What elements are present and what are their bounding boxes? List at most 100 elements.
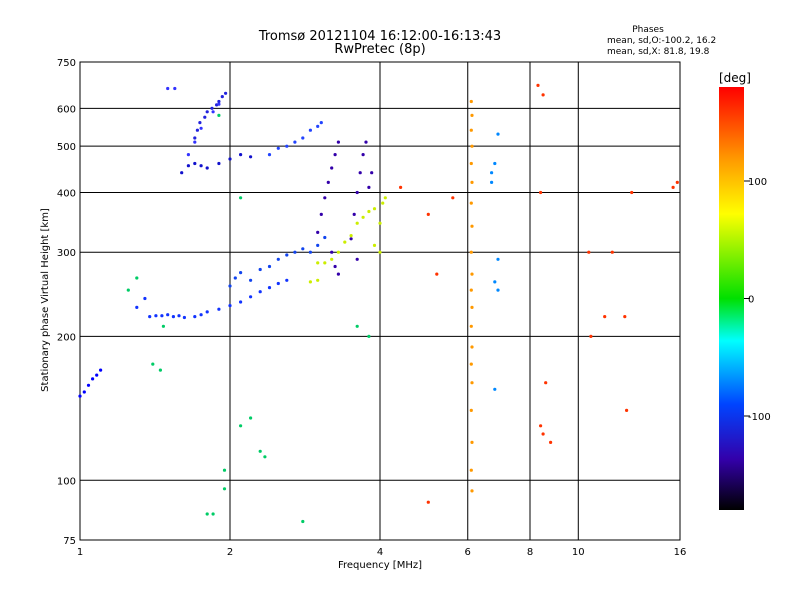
- data-point: [233, 276, 237, 280]
- data-point: [493, 387, 497, 391]
- data-point: [199, 126, 203, 130]
- data-point: [469, 362, 473, 366]
- data-point: [180, 171, 184, 175]
- data-point: [276, 281, 280, 286]
- data-point: [173, 86, 177, 91]
- data-point: [496, 132, 500, 136]
- data-point: [258, 449, 262, 453]
- data-point: [355, 257, 359, 261]
- data-point: [316, 278, 320, 282]
- data-point: [343, 240, 347, 244]
- data-point: [589, 334, 593, 338]
- data-point: [166, 313, 170, 317]
- data-point: [182, 315, 186, 320]
- data-point: [228, 157, 232, 161]
- data-point: [675, 180, 679, 184]
- data-point: [249, 155, 253, 159]
- data-point: [490, 171, 494, 175]
- data-point: [316, 243, 320, 247]
- data-point: [258, 290, 262, 294]
- data-point: [316, 124, 320, 128]
- data-point: [323, 235, 327, 240]
- data-point: [470, 144, 474, 148]
- data-point: [276, 146, 280, 150]
- data-point: [160, 314, 164, 318]
- data-point: [469, 288, 473, 292]
- data-point: [355, 221, 359, 225]
- data-point: [469, 408, 473, 412]
- data-point: [469, 324, 473, 328]
- data-point: [151, 362, 155, 366]
- data-point: [372, 207, 377, 211]
- data-point: [336, 140, 340, 144]
- data-point: [267, 153, 272, 157]
- data-point: [383, 196, 387, 200]
- scatter-points: [78, 83, 679, 524]
- data-point: [370, 171, 374, 175]
- data-point: [203, 115, 207, 119]
- data-point: [470, 489, 474, 493]
- data-point: [610, 250, 614, 254]
- data-point: [630, 190, 634, 195]
- data-point: [95, 373, 99, 377]
- data-point: [91, 377, 95, 381]
- stats-line-x: mean, sd,X: 81.8, 19.8: [607, 47, 710, 57]
- data-point: [469, 201, 473, 205]
- data-point: [469, 161, 473, 166]
- data-point: [186, 164, 190, 168]
- data-point: [217, 161, 221, 166]
- data-point: [319, 121, 323, 125]
- stats-line-o: mean, sd,O:-100.2, 16.2: [607, 36, 716, 46]
- y-tick-label: 400: [57, 188, 76, 199]
- y-tick-label: 300: [57, 248, 76, 259]
- data-point: [205, 110, 209, 114]
- data-point: [193, 315, 197, 319]
- data-point: [258, 267, 262, 272]
- data-point: [205, 512, 209, 516]
- data-point: [217, 113, 221, 117]
- data-point: [308, 250, 312, 254]
- x-tick-label: 8: [527, 547, 533, 558]
- data-point: [539, 190, 543, 195]
- data-point: [158, 368, 162, 372]
- grid: [80, 62, 680, 540]
- data-point: [469, 99, 473, 104]
- data-point: [470, 381, 474, 385]
- data-point: [493, 161, 497, 166]
- chart-subtitle: RwPretec (8p): [334, 42, 425, 57]
- data-point: [355, 190, 359, 195]
- y-axis: 75 100 200 300 400 500 600 750: [57, 58, 76, 547]
- data-point: [470, 113, 474, 117]
- data-point: [224, 91, 228, 95]
- colorbar-label: [deg]: [719, 71, 751, 85]
- y-axis-label: Stationary phase Virtual Height [km]: [40, 208, 51, 392]
- data-point: [308, 128, 312, 132]
- data-point: [549, 440, 553, 444]
- data-point: [217, 102, 221, 106]
- data-point: [285, 253, 289, 257]
- data-point: [301, 247, 305, 251]
- data-point: [186, 153, 190, 157]
- data-point: [198, 121, 202, 125]
- data-point: [249, 278, 253, 282]
- data-point: [539, 424, 543, 428]
- data-point: [544, 381, 548, 385]
- data-point: [470, 440, 474, 444]
- data-point: [177, 314, 181, 318]
- data-point: [323, 196, 327, 200]
- data-point: [193, 161, 197, 166]
- data-point: [301, 136, 305, 140]
- y-tick-label: 200: [57, 332, 76, 343]
- data-point: [82, 390, 86, 394]
- x-axis: 1 2 4 6 8 10 16: [77, 547, 687, 558]
- data-point: [239, 271, 243, 275]
- data-point: [352, 212, 356, 216]
- data-point: [135, 305, 139, 309]
- data-point: [205, 166, 209, 170]
- data-point: [199, 164, 203, 168]
- colorbar: [719, 87, 744, 510]
- data-point: [469, 250, 473, 254]
- x-tick-label: 1: [77, 547, 83, 558]
- data-point: [222, 487, 227, 491]
